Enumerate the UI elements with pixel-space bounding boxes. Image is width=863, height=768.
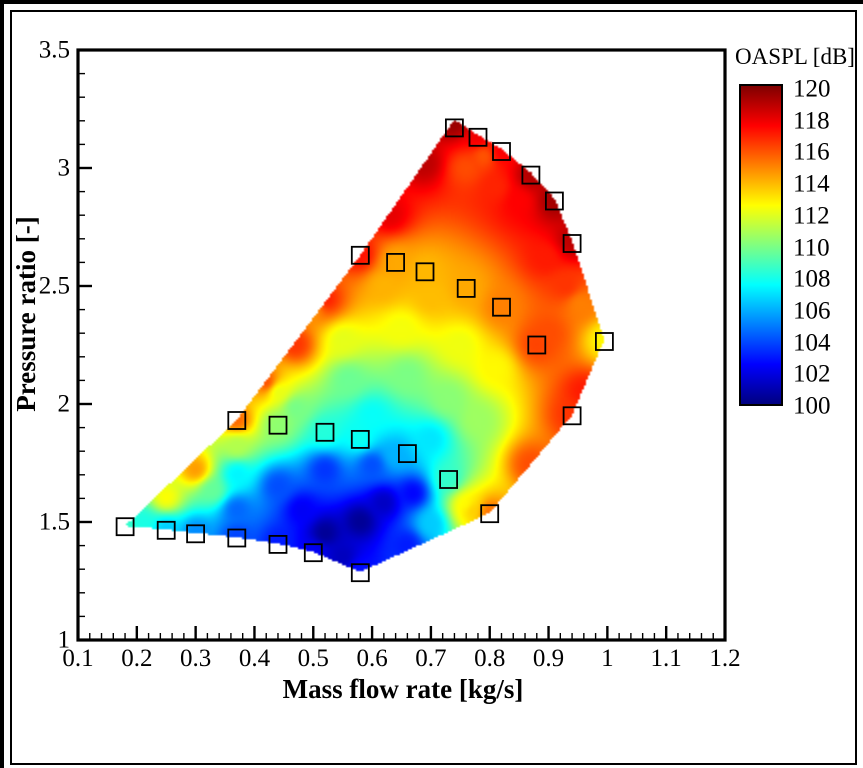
y-tick-label: 3 (57, 154, 71, 182)
contour-field-canvas (78, 50, 726, 641)
colorbar-tick-label: 118 (793, 107, 830, 135)
figure-frame (10, 10, 857, 765)
x-axis-title: Mass flow rate [kg/s] (282, 674, 524, 704)
colorbar-tick-label: 110 (793, 234, 830, 261)
colorbar-tick-label: 114 (793, 170, 830, 198)
x-tick-label: 1.2 (709, 645, 741, 672)
window-top-edge (0, 0, 863, 4)
window-left-edge (0, 0, 4, 768)
x-tick-label: 0.6 (356, 645, 388, 672)
colorbar-title: OASPL [dB] (735, 44, 855, 69)
x-tick-label: 0.7 (415, 645, 447, 672)
y-tick-label: 1 (57, 626, 71, 654)
colorbar-tick-label: 104 (793, 329, 831, 357)
x-tick-label: 0.5 (297, 645, 329, 672)
x-tick-label: 0.8 (474, 645, 506, 672)
x-tick-label: 0.9 (532, 645, 565, 672)
y-tick-label: 2 (57, 390, 71, 418)
y-tick-label: 3.5 (38, 36, 70, 64)
colorbar-tick-label: 106 (793, 297, 831, 325)
colorbar-tick-label: 120 (793, 75, 831, 103)
y-axis-title: Pressure ratio [-] (11, 216, 41, 412)
colorbar-tick-label: 112 (793, 202, 830, 230)
x-tick-label: 0.4 (238, 645, 271, 672)
x-tick-label: 0.2 (121, 645, 153, 672)
colorbar-tick-label: 100 (793, 392, 831, 420)
y-tick-label: 2.5 (38, 272, 70, 300)
x-tick-label: 0.3 (180, 645, 212, 672)
colorbar-tick-label: 108 (793, 265, 831, 293)
y-tick-label: 1.5 (38, 508, 70, 536)
x-tick-label: 1 (601, 645, 614, 672)
x-tick-label: 0.1 (62, 645, 94, 672)
colorbar-gradient (739, 84, 783, 406)
x-tick-label: 1.1 (650, 645, 682, 672)
colorbar-tick-label: 116 (793, 138, 830, 166)
colorbar-tick-label: 102 (793, 360, 831, 388)
